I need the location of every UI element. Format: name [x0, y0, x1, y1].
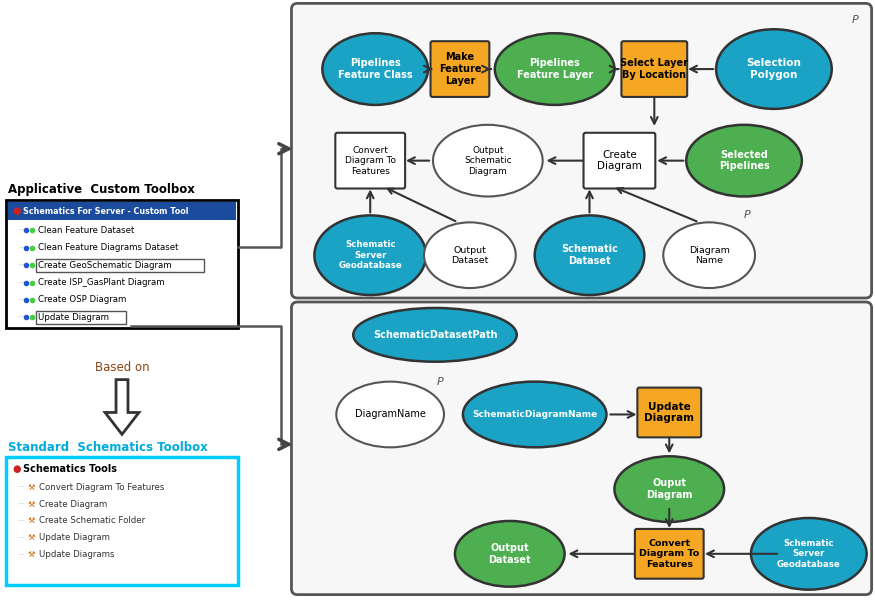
Text: Select Layer
By Location: Select Layer By Location — [620, 58, 689, 80]
Text: Based on: Based on — [94, 361, 150, 374]
FancyBboxPatch shape — [335, 133, 405, 188]
Ellipse shape — [716, 29, 832, 109]
Text: Schematic
Server
Geodatabase: Schematic Server Geodatabase — [339, 241, 402, 270]
Text: Convert
Diagram To
Features: Convert Diagram To Features — [345, 146, 396, 176]
Text: Create Schematic Folder: Create Schematic Folder — [39, 517, 145, 526]
Text: Create ISP_GasPlant Diagram: Create ISP_GasPlant Diagram — [38, 278, 164, 287]
Text: Pipelines
Feature Class: Pipelines Feature Class — [338, 58, 412, 80]
Text: Clean Feature Dataset: Clean Feature Dataset — [38, 226, 135, 235]
Text: Clean Feature Diagrams Dataset: Clean Feature Diagrams Dataset — [38, 243, 178, 252]
Text: P: P — [437, 377, 444, 386]
Ellipse shape — [433, 125, 542, 196]
Text: ⋯: ⋯ — [18, 518, 24, 524]
Text: ⋯: ⋯ — [18, 552, 24, 558]
Text: Selection
Polygon: Selection Polygon — [746, 58, 802, 80]
Text: Schematic
Server
Geodatabase: Schematic Server Geodatabase — [777, 539, 841, 569]
Text: ⋯: ⋯ — [18, 484, 24, 490]
Text: Standard  Schematics Toolbox: Standard Schematics Toolbox — [9, 441, 208, 454]
Text: DiagramName: DiagramName — [354, 409, 425, 419]
Text: ⋯: ⋯ — [18, 227, 24, 233]
Text: Diagram
Name: Diagram Name — [689, 245, 730, 265]
Text: Update Diagram: Update Diagram — [38, 313, 109, 322]
Text: ⚒: ⚒ — [27, 517, 35, 526]
Text: Update Diagrams: Update Diagrams — [39, 550, 115, 559]
Text: ⋯: ⋯ — [18, 314, 24, 320]
Text: Convert
Diagram To
Features: Convert Diagram To Features — [639, 539, 699, 569]
Ellipse shape — [495, 33, 614, 105]
Text: ⋯: ⋯ — [18, 297, 24, 303]
Text: Output
Schematic
Diagram: Output Schematic Diagram — [464, 146, 512, 176]
Text: ⚒: ⚒ — [27, 533, 35, 542]
Text: Create GeoSchematic Diagram: Create GeoSchematic Diagram — [38, 260, 172, 269]
Text: SchematicDiagramName: SchematicDiagramName — [473, 410, 598, 419]
Ellipse shape — [455, 521, 564, 587]
FancyBboxPatch shape — [430, 41, 489, 97]
Text: Schematic
Dataset: Schematic Dataset — [561, 244, 618, 266]
FancyArrow shape — [105, 380, 139, 434]
Text: Pipelines
Feature Layer: Pipelines Feature Layer — [516, 58, 592, 80]
Text: Schematics Tools: Schematics Tools — [24, 464, 117, 474]
Ellipse shape — [322, 33, 428, 105]
Text: ●: ● — [12, 206, 21, 217]
Text: Output
Dataset: Output Dataset — [488, 543, 531, 565]
Text: Convert Diagram To Features: Convert Diagram To Features — [39, 482, 164, 491]
Ellipse shape — [336, 382, 444, 448]
FancyBboxPatch shape — [621, 41, 687, 97]
Ellipse shape — [686, 125, 802, 196]
Text: P: P — [851, 15, 858, 25]
Text: ⋯: ⋯ — [18, 280, 24, 286]
FancyBboxPatch shape — [9, 202, 235, 220]
Ellipse shape — [663, 223, 755, 288]
FancyBboxPatch shape — [635, 529, 704, 579]
Text: ●: ● — [12, 464, 21, 474]
Text: Update Diagram: Update Diagram — [39, 533, 110, 542]
Text: ⋯: ⋯ — [18, 501, 24, 507]
FancyBboxPatch shape — [291, 302, 872, 595]
FancyBboxPatch shape — [584, 133, 655, 188]
Ellipse shape — [463, 382, 606, 448]
Ellipse shape — [314, 215, 426, 295]
Text: Create Diagram: Create Diagram — [39, 500, 108, 509]
Text: Applicative  Custom Toolbox: Applicative Custom Toolbox — [9, 184, 195, 196]
Ellipse shape — [354, 308, 517, 362]
Text: ⚒: ⚒ — [27, 482, 35, 491]
Ellipse shape — [535, 215, 644, 295]
Text: Output
Dataset: Output Dataset — [452, 245, 488, 265]
Text: ⋯: ⋯ — [18, 535, 24, 541]
FancyBboxPatch shape — [637, 388, 701, 437]
Ellipse shape — [424, 223, 515, 288]
Text: Ouput
Diagram: Ouput Diagram — [646, 478, 692, 500]
Text: ⚒: ⚒ — [27, 550, 35, 559]
Ellipse shape — [614, 456, 724, 522]
FancyBboxPatch shape — [6, 200, 238, 328]
Text: SchematicDatasetPath: SchematicDatasetPath — [373, 330, 497, 340]
Text: Make
Feature
Layer: Make Feature Layer — [438, 52, 481, 86]
Text: Create
Diagram: Create Diagram — [597, 150, 642, 172]
Text: Create OSP Diagram: Create OSP Diagram — [38, 295, 127, 304]
Text: Schematics For Server - Custom Tool: Schematics For Server - Custom Tool — [24, 207, 189, 216]
FancyBboxPatch shape — [291, 4, 872, 298]
Text: ⋯: ⋯ — [18, 245, 24, 251]
Text: ⋯: ⋯ — [18, 262, 24, 268]
Text: Selected
Pipelines: Selected Pipelines — [718, 150, 769, 172]
Text: Update
Diagram: Update Diagram — [644, 401, 694, 423]
Text: ⚒: ⚒ — [27, 500, 35, 509]
Text: P: P — [744, 211, 751, 220]
FancyBboxPatch shape — [6, 457, 238, 584]
Ellipse shape — [751, 518, 866, 590]
